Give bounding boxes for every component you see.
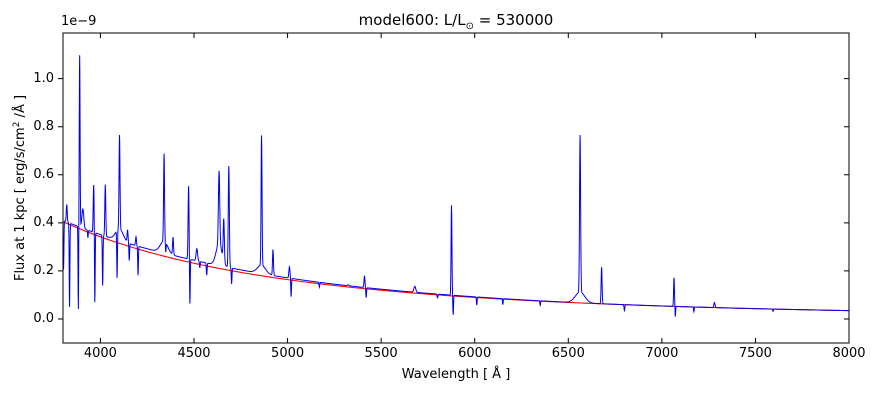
x-tick-label: 4500: [177, 346, 211, 361]
plot-frame: [62, 32, 850, 344]
y-tick-label: 0.8: [33, 118, 54, 134]
y-offset-label: 1e−9: [61, 14, 97, 29]
y-tick-label: 0.4: [33, 214, 54, 230]
x-tick-label: 5500: [364, 346, 398, 361]
y-axis-label-suffix: /Å ]: [13, 94, 29, 122]
y-tick-label: 0.0: [33, 311, 54, 326]
y-tick-label: 0.2: [33, 262, 54, 278]
x-axis-label: Wavelength [ Å ]: [401, 367, 511, 382]
y-tick-label: 1.0: [33, 70, 54, 86]
x-tick-label: 7500: [738, 346, 772, 361]
x-tick-label: 4000: [83, 346, 117, 361]
chart-title-prefix: model600: L/L: [358, 11, 466, 29]
x-tick-label: 6500: [551, 346, 585, 361]
spectrum-line: [62, 55, 850, 317]
chart-title: model600: L/L⊙ = 530000: [359, 10, 554, 37]
x-tick-label: 7000: [645, 346, 679, 361]
x-tick-label: 8000: [832, 346, 866, 361]
continuum-fit-line: [62, 221, 850, 312]
x-tick-label: 6000: [458, 346, 492, 361]
y-tick-label: 0.6: [33, 166, 54, 182]
sun-symbol: ⊙: [465, 21, 474, 32]
chart-title-suffix: = 530000: [473, 11, 554, 29]
x-tick-label: 5000: [271, 346, 305, 361]
y-axis-label-prefix: Flux at 1 kpc [ erg/s/cm: [13, 127, 29, 282]
